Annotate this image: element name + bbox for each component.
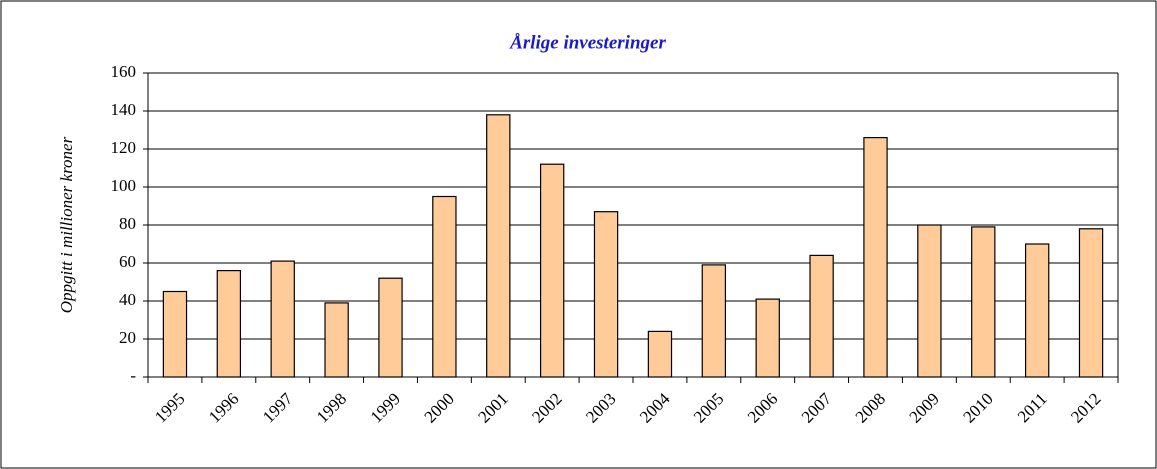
y-tick-label: - [130, 366, 136, 385]
y-tick-label: 20 [119, 328, 136, 347]
bar [917, 224, 942, 378]
chart-title: Årlige investeringer [509, 32, 666, 53]
bar [863, 137, 888, 378]
bar [162, 290, 188, 378]
y-tick-label: 120 [111, 138, 137, 157]
bar [486, 114, 511, 378]
bar [809, 254, 834, 378]
bar [755, 298, 780, 378]
y-tick-label: 160 [111, 62, 137, 81]
bar [324, 302, 349, 378]
y-tick-label: 40 [119, 290, 136, 309]
y-tick-label: 100 [111, 176, 137, 195]
bar [701, 264, 727, 378]
bar [432, 195, 457, 378]
bar [378, 277, 403, 378]
bar [270, 260, 295, 378]
bar [1024, 243, 1050, 378]
y-tick-label: 140 [111, 100, 137, 119]
y-tick-label: 80 [119, 214, 136, 233]
y-axis-label: Oppgitt i millioner kroner [57, 136, 76, 313]
bar [216, 270, 242, 378]
bar [1078, 228, 1104, 378]
bar [539, 163, 565, 378]
bar [647, 330, 673, 378]
bar [971, 226, 996, 378]
y-tick-label: 60 [119, 252, 136, 271]
bar [593, 211, 619, 378]
